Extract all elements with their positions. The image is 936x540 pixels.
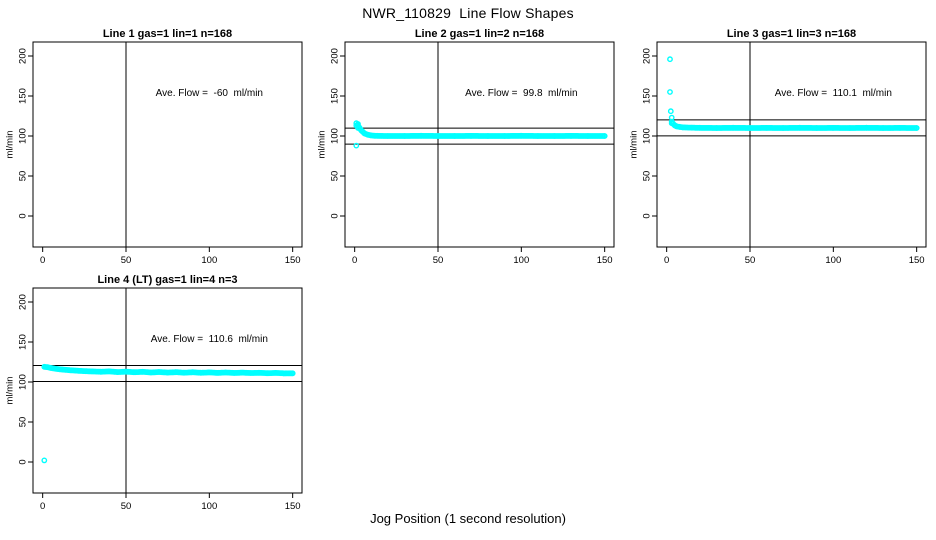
svg-text:150: 150: [909, 255, 925, 266]
svg-text:150: 150: [597, 255, 613, 266]
svg-text:0: 0: [642, 213, 653, 218]
svg-text:200: 200: [18, 294, 29, 310]
subplot-1-title: Line 1 gas=1 lin=1 n=168: [102, 28, 233, 40]
plot-canvas-line-4: 0 50 100 150 0 50 100 150 200 ml/min Ave. Flow = 1…: [5, 287, 303, 512]
svg-text:50: 50: [121, 501, 132, 512]
subplot-3-title: Line 3 gas=1 lin=3 n=168: [726, 28, 857, 40]
subplot-line-2: Line 2 gas=1 lin=2 n=168 0 50 100 150 0 50 100…: [312, 22, 624, 268]
svg-text:200: 200: [330, 48, 341, 64]
svg-text:100: 100: [18, 374, 29, 390]
svg-text:150: 150: [18, 334, 29, 350]
svg-text:50: 50: [330, 171, 341, 182]
subplot-2-title: Line 2 gas=1 lin=2 n=168: [414, 28, 545, 40]
svg-text:150: 150: [285, 255, 301, 266]
svg-text:0: 0: [352, 255, 357, 266]
plot-canvas-line-2: 0 50 100 150 0 50 100 150 200 ml/min Ave. Flow = 9…: [317, 41, 615, 266]
svg-text:150: 150: [18, 88, 29, 104]
svg-text:50: 50: [433, 255, 444, 266]
svg-text:100: 100: [201, 501, 217, 512]
svg-text:0: 0: [40, 501, 45, 512]
subplot-line-3: Line 3 gas=1 lin=3 n=168 0 50 100 150 0 50 100…: [624, 22, 936, 268]
svg-text:50: 50: [18, 171, 29, 182]
svg-text:150: 150: [330, 88, 341, 104]
subplot-line-4: Line 4 (LT) gas=1 lin=4 n=3 0 50 100 150 0 50…: [0, 268, 312, 514]
svg-text:100: 100: [201, 255, 217, 266]
svg-text:150: 150: [642, 88, 653, 104]
svg-text:0: 0: [330, 213, 341, 218]
svg-text:Ave. Flow = -60 ml/min: Ave. Flow = -60 ml/min: [156, 88, 263, 99]
svg-text:100: 100: [18, 128, 29, 144]
x-axis-label: Jog Position (1 second resolution): [370, 511, 566, 526]
svg-text:100: 100: [513, 255, 529, 266]
svg-text:0: 0: [40, 255, 45, 266]
svg-text:50: 50: [642, 171, 653, 182]
svg-text:ml/min: ml/min: [317, 131, 328, 159]
svg-text:ml/min: ml/min: [629, 131, 640, 159]
svg-text:100: 100: [825, 255, 841, 266]
subplot-4-title: Line 4 (LT) gas=1 lin=4 n=3: [97, 274, 238, 286]
plot-canvas-line-3: 0 50 100 150 0 50 100 150 200 ml/min Ave. Flow = 1…: [629, 41, 927, 266]
plot-canvas-line-1: 0 50 100 150 0 50 100 150 200 ml/min Ave. Flow = -…: [5, 41, 303, 266]
svg-text:Ave. Flow = 110.1 ml/min: Ave. Flow = 110.1 ml/min: [775, 88, 892, 99]
svg-text:150: 150: [285, 501, 301, 512]
svg-text:50: 50: [121, 255, 132, 266]
svg-text:ml/min: ml/min: [5, 377, 16, 405]
svg-text:Ave. Flow = 99.8 ml/min: Ave. Flow = 99.8 ml/min: [465, 88, 577, 99]
svg-text:200: 200: [18, 48, 29, 64]
svg-text:ml/min: ml/min: [5, 131, 16, 159]
svg-text:0: 0: [18, 459, 29, 464]
subplot-line-1: Line 1 gas=1 lin=1 n=168 0 50 100 150 0 50 100…: [0, 22, 312, 268]
svg-text:Ave. Flow = 110.6 ml/min: Ave. Flow = 110.6 ml/min: [151, 334, 268, 345]
svg-text:0: 0: [664, 255, 669, 266]
svg-text:0: 0: [18, 213, 29, 218]
figure-title: NWR_110829 Line Flow Shapes: [362, 5, 574, 21]
svg-text:100: 100: [330, 128, 341, 144]
svg-text:200: 200: [642, 48, 653, 64]
svg-text:50: 50: [18, 417, 29, 428]
svg-text:50: 50: [745, 255, 756, 266]
svg-text:100: 100: [642, 128, 653, 144]
